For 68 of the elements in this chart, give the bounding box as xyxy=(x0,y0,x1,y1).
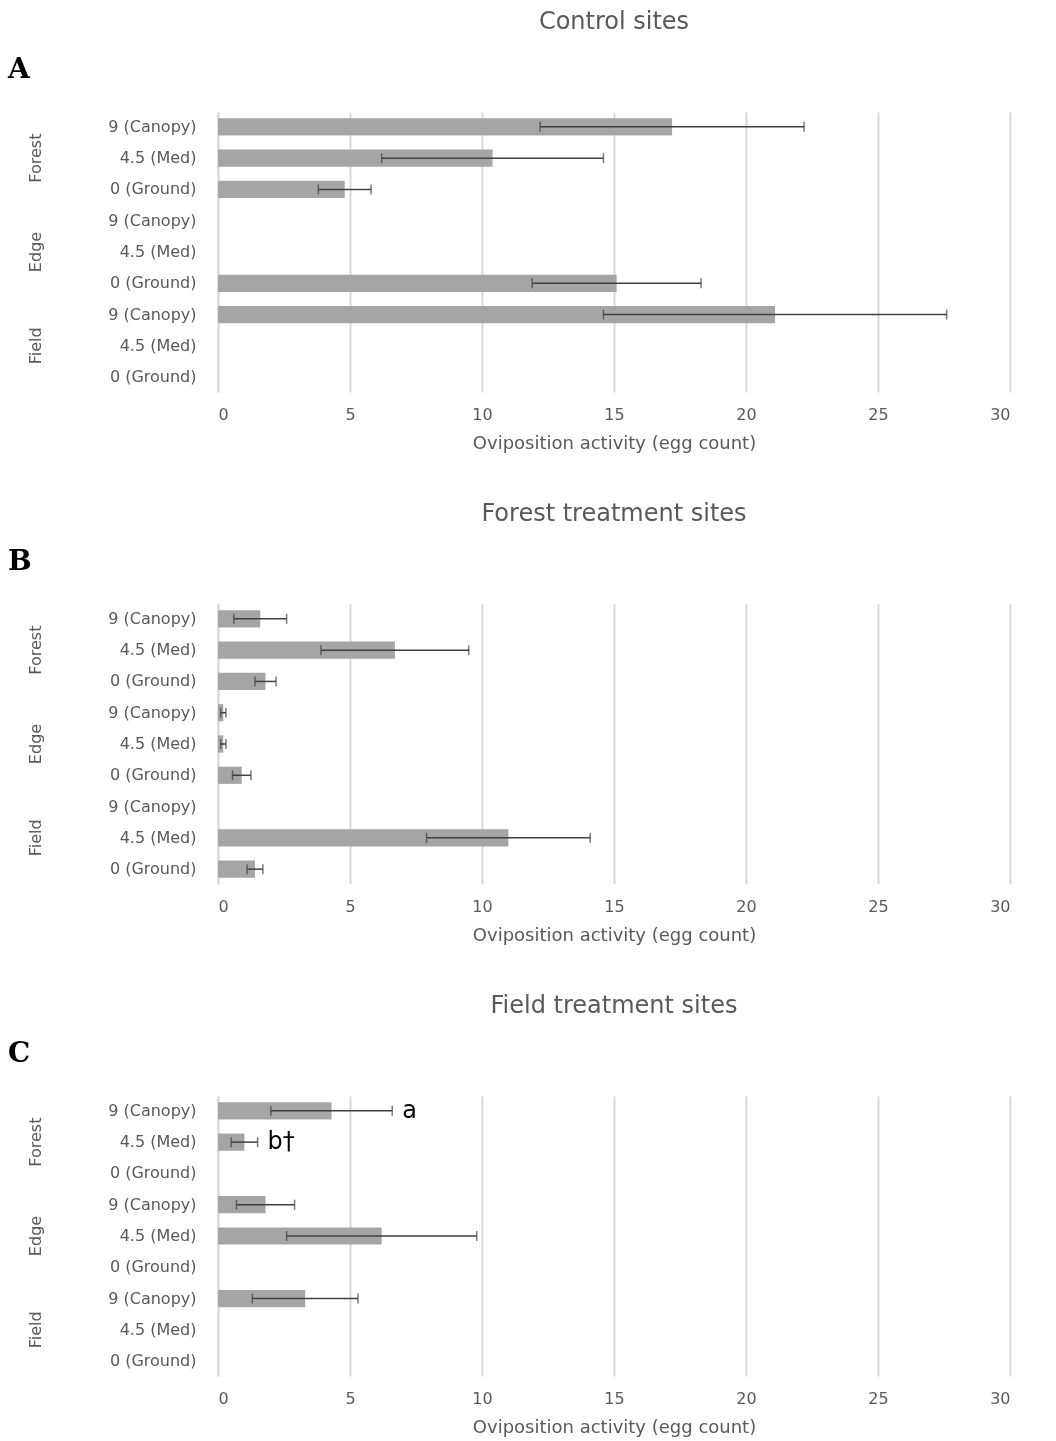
chart-title: Control sites xyxy=(538,7,690,35)
text: Edge xyxy=(26,723,45,765)
y-tick-label: 0 (Ground) xyxy=(109,179,197,199)
x-tick-label: 30 xyxy=(990,896,1011,916)
text: Forest xyxy=(26,133,45,183)
annotation: b† xyxy=(267,1127,295,1156)
x-tick-label: 25 xyxy=(868,404,889,424)
x-tick-label: 0 xyxy=(218,896,229,916)
y-tick-label: 0 (Ground) xyxy=(109,859,197,879)
x-tick-label: 5 xyxy=(345,896,356,916)
y-tick-label: 4.5 (Med) xyxy=(119,734,197,753)
x-tick-label: 15 xyxy=(604,896,625,916)
text: C xyxy=(8,1036,31,1069)
y-tick-label: 0 (Ground) xyxy=(109,671,197,691)
text: Edge xyxy=(26,231,45,273)
x-tick-label: 10 xyxy=(472,404,493,424)
x-tick-label: 25 xyxy=(868,1388,889,1408)
y-tick-label: 4.5 (Med) xyxy=(119,1226,197,1245)
x-tick-label: 10 xyxy=(472,896,493,916)
y-tick-label: 4.5 (Med) xyxy=(119,1319,197,1339)
y-tick-label: 4.5 (Med) xyxy=(119,640,197,660)
chart-title: Forest treatment sites xyxy=(481,499,747,527)
y-tick-label: 9 (Canopy) xyxy=(108,304,197,324)
y-tick-label: 9 (Canopy) xyxy=(108,116,197,136)
x-tick-label: 30 xyxy=(990,1388,1011,1408)
text: Edge xyxy=(26,1215,45,1257)
y-tick-label: 0 (Ground) xyxy=(109,367,197,387)
y-tick-label: 9 (Canopy) xyxy=(108,1194,197,1214)
y-tick-label: 0 (Ground) xyxy=(109,1351,197,1371)
y-tick-label: 9 (Canopy) xyxy=(108,608,197,628)
x-tick-label: 20 xyxy=(736,896,757,916)
x-axis-title: Oviposition activity (egg count) xyxy=(472,923,757,945)
chart-title: Field treatment sites xyxy=(490,991,738,1019)
x-axis-title: Oviposition activity (egg count) xyxy=(472,1415,757,1437)
text: Forest xyxy=(26,625,45,675)
text: A xyxy=(7,52,31,85)
x-tick-label: 20 xyxy=(736,404,757,424)
annotation: a xyxy=(402,1095,417,1124)
y-tick-label: 0 (Ground) xyxy=(109,765,197,785)
x-axis-title: Oviposition activity (egg count) xyxy=(472,431,757,453)
y-tick-label: 9 (Canopy) xyxy=(108,702,197,722)
x-tick-label: 15 xyxy=(604,1388,625,1408)
x-tick-label: 30 xyxy=(990,404,1011,424)
y-tick-label: 9 (Canopy) xyxy=(108,210,197,230)
y-tick-label: 9 (Canopy) xyxy=(108,1288,197,1308)
y-tick-label: 4.5 (Med) xyxy=(119,335,197,355)
y-tick-label: 9 (Canopy) xyxy=(108,1100,197,1120)
x-tick-label: 10 xyxy=(472,1388,493,1408)
y-tick-label: 9 (Canopy) xyxy=(108,796,197,816)
text: Field xyxy=(26,1311,45,1349)
text: B xyxy=(8,544,32,577)
x-tick-label: 15 xyxy=(604,404,625,424)
x-tick-label: 25 xyxy=(868,896,889,916)
y-tick-label: 4.5 (Med) xyxy=(119,148,197,168)
x-tick-label: 0 xyxy=(218,404,229,424)
y-tick-label: 0 (Ground) xyxy=(109,1257,197,1277)
x-tick-label: 0 xyxy=(218,1388,229,1408)
y-tick-label: 0 (Ground) xyxy=(109,1163,197,1183)
x-tick-label: 20 xyxy=(736,1388,757,1408)
text: Forest xyxy=(26,1117,45,1167)
y-tick-label: 0 (Ground) xyxy=(109,273,197,293)
x-tick-label: 5 xyxy=(345,404,356,424)
y-tick-label: 4.5 (Med) xyxy=(119,827,197,847)
text: Field xyxy=(26,819,45,857)
text: Field xyxy=(26,327,45,365)
x-tick-label: 5 xyxy=(345,1388,356,1408)
y-tick-label: 4.5 (Med) xyxy=(119,1132,197,1152)
y-tick-label: 4.5 (Med) xyxy=(119,242,197,261)
